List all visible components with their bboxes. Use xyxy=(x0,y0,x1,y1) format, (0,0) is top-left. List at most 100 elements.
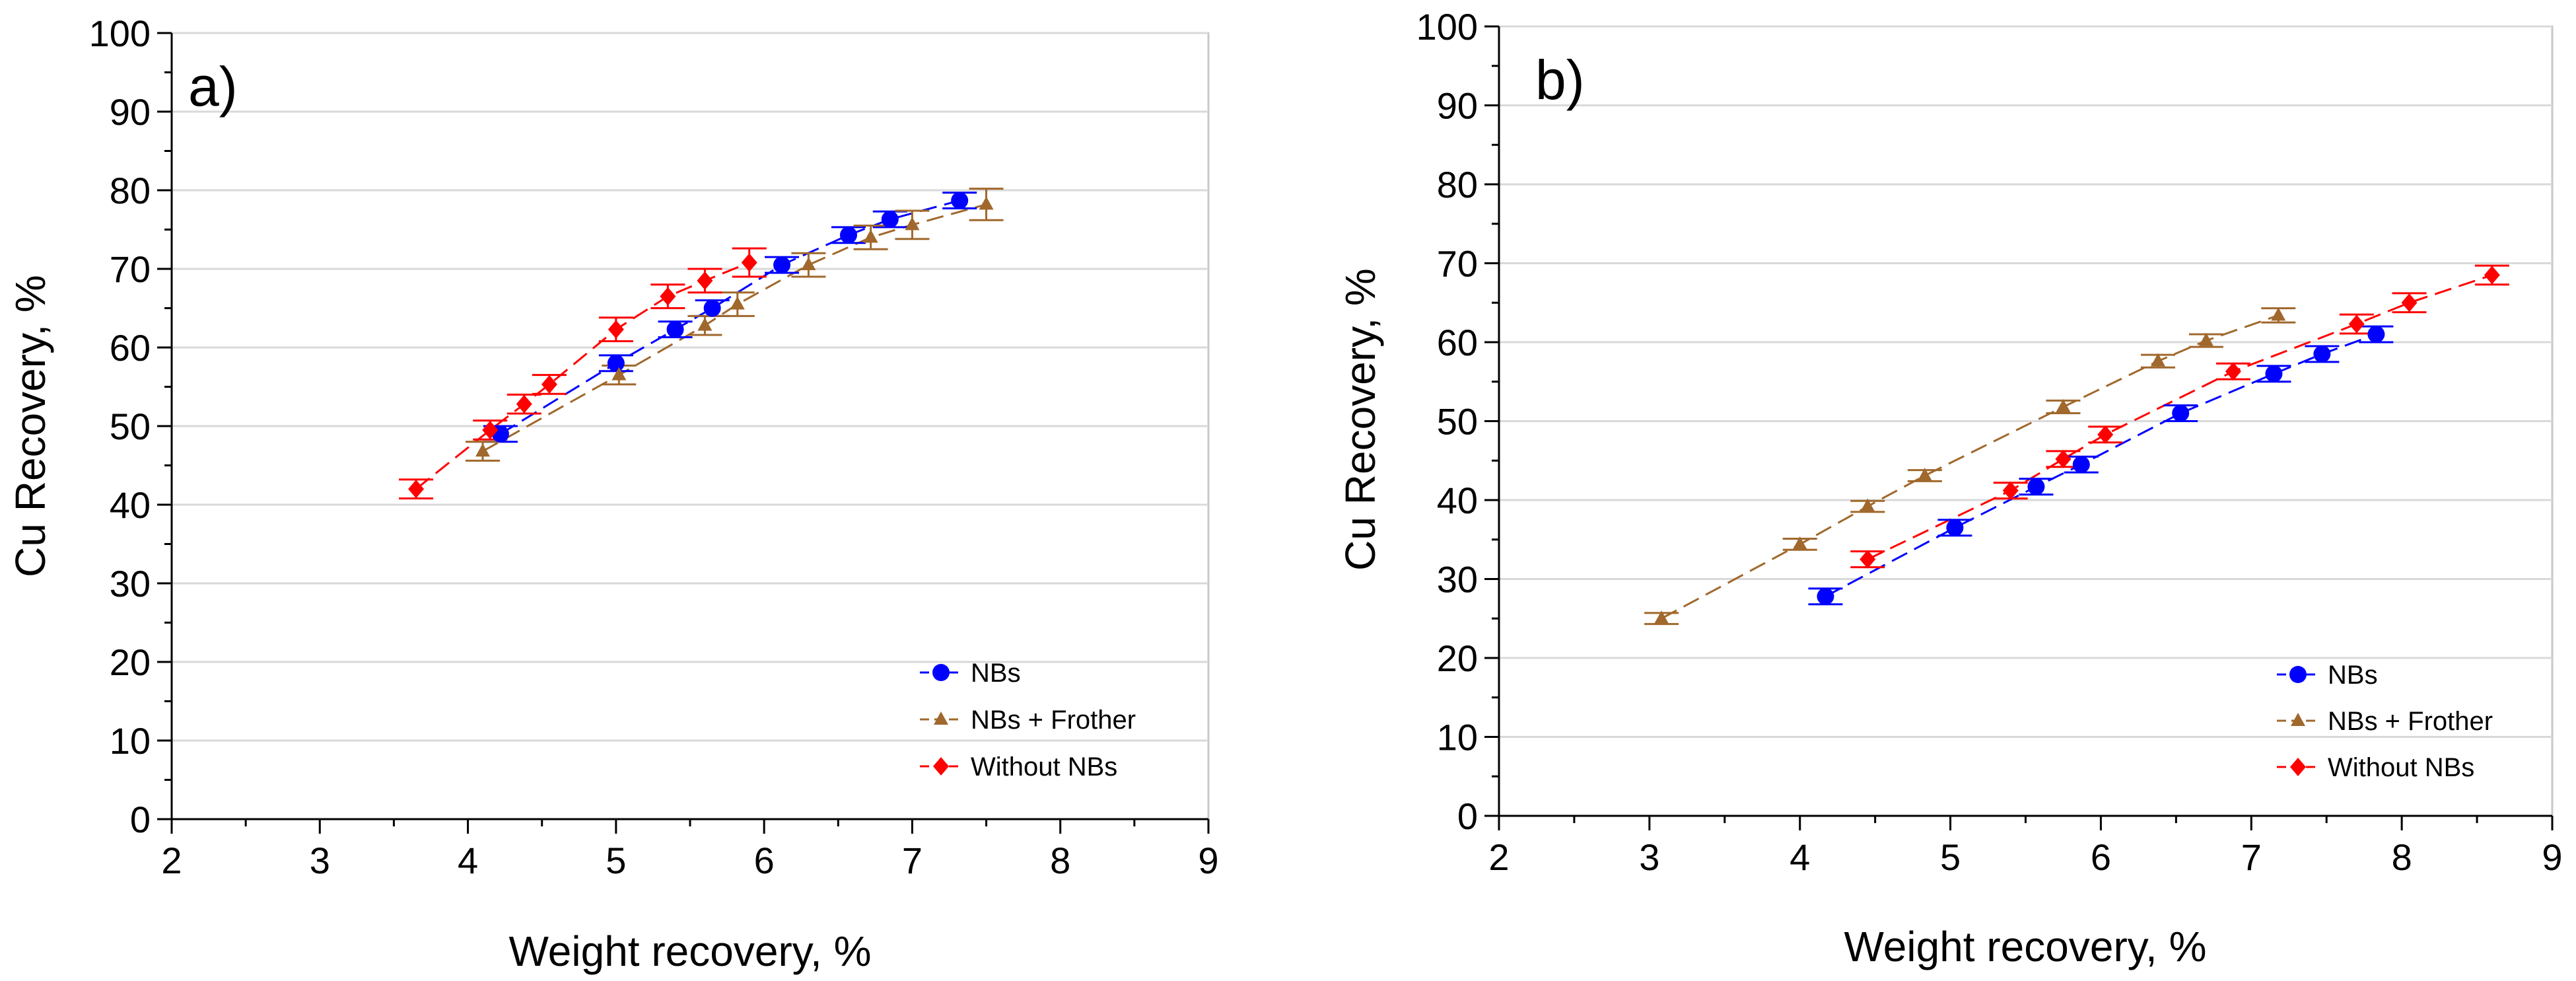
data-point xyxy=(2313,345,2331,363)
y-tick-label: 100 xyxy=(89,13,151,54)
data-point xyxy=(541,375,557,394)
data-point xyxy=(660,287,676,306)
y-tick-label: 70 xyxy=(1437,243,1478,285)
legend-label: Without NBs xyxy=(2328,753,2474,782)
y-tick-label: 40 xyxy=(110,484,151,526)
data-point xyxy=(703,299,721,317)
y-tick-label: 0 xyxy=(130,799,151,840)
tick-labels: 0 10 20 30 40 50 60 70 80 90 100 2 3 4 5 6 7 8 9 xyxy=(89,13,1219,881)
y-tick-label: 70 xyxy=(110,248,151,290)
x-tick-label: 7 xyxy=(902,840,922,881)
data-point xyxy=(1792,536,1807,550)
x-axis-title: Weight recovery, % xyxy=(509,927,872,975)
legend: NBs NBs + Frother Without NBs xyxy=(920,659,1136,781)
chart-panel-b: 0 10 20 30 40 50 60 70 80 90 100 2 3 4 5 6 7 8 9 NBs NBs + … xyxy=(1337,6,2563,970)
series-lines xyxy=(1661,274,2493,620)
legend-marker xyxy=(2289,666,2307,683)
tick-labels: 0 10 20 30 40 50 60 70 80 90 100 2 3 4 5 6 7 8 9 xyxy=(1416,6,2563,878)
data-point xyxy=(741,253,757,272)
data-point xyxy=(2198,332,2213,346)
legend-marker xyxy=(934,711,948,725)
y-axis-title: Cu Recovery, % xyxy=(7,275,54,577)
data-markers xyxy=(1654,266,2500,624)
data-point xyxy=(2172,404,2190,422)
data-point xyxy=(979,196,994,210)
legend-entry: Without NBs xyxy=(2277,753,2474,782)
y-tick-label: 10 xyxy=(110,720,151,762)
data-point xyxy=(905,217,920,231)
series-line-2 xyxy=(1867,274,2493,560)
data-point xyxy=(2271,307,2286,321)
legend-entry: NBs xyxy=(920,659,1021,688)
data-point xyxy=(607,354,625,372)
data-point xyxy=(608,320,624,339)
data-point xyxy=(666,320,684,338)
y-tick-label: 40 xyxy=(1437,480,1478,521)
y-tick-label: 20 xyxy=(1437,637,1478,679)
x-tick-label: 7 xyxy=(2241,836,2262,878)
series-line-1 xyxy=(1661,314,2279,620)
x-tick-label: 6 xyxy=(754,840,775,881)
y-tick-label: 0 xyxy=(1457,795,1478,837)
data-point xyxy=(801,257,816,271)
legend-entry: NBs + Frother xyxy=(920,706,1136,735)
legend-marker xyxy=(933,757,949,776)
y-tick-label: 100 xyxy=(1416,6,1478,48)
legend-label: NBs xyxy=(971,659,1021,688)
legend: NBs NBs + Frother Without NBs xyxy=(2277,661,2493,782)
grid-lines xyxy=(1499,25,2552,738)
x-tick-label: 9 xyxy=(1198,840,1218,881)
x-tick-label: 2 xyxy=(161,840,182,881)
panel-label: b) xyxy=(1535,49,1585,111)
data-point xyxy=(2002,481,2019,500)
data-point xyxy=(730,296,745,310)
y-tick-label: 30 xyxy=(1437,559,1478,600)
y-tick-label: 80 xyxy=(1437,164,1478,205)
data-point xyxy=(475,443,490,457)
x-tick-label: 4 xyxy=(1790,836,1810,878)
data-point xyxy=(697,317,713,331)
data-point xyxy=(2348,314,2365,334)
x-tick-label: 3 xyxy=(310,840,330,881)
y-tick-label: 10 xyxy=(1437,717,1478,758)
x-tick-label: 9 xyxy=(2542,836,2562,878)
data-point xyxy=(839,226,857,244)
data-point xyxy=(2056,398,2071,412)
x-tick-label: 2 xyxy=(1488,836,1509,878)
x-axis-title: Weight recovery, % xyxy=(1844,923,2207,970)
data-point xyxy=(2072,456,2090,474)
x-tick-label: 8 xyxy=(2392,836,2412,878)
data-point xyxy=(1654,610,1669,624)
data-point xyxy=(2151,353,2166,367)
data-point xyxy=(2367,326,2385,344)
y-tick-label: 50 xyxy=(110,406,151,447)
legend-entry: Without NBs xyxy=(920,752,1117,781)
y-tick-label: 60 xyxy=(110,327,151,369)
data-point xyxy=(2484,266,2500,285)
data-point xyxy=(773,256,791,274)
x-tick-label: 6 xyxy=(2091,836,2111,878)
legend-marker xyxy=(2290,758,2306,776)
y-tick-label: 50 xyxy=(1437,401,1478,443)
y-tick-label: 80 xyxy=(110,170,151,211)
y-tick-label: 30 xyxy=(110,563,151,604)
data-point xyxy=(1946,519,1964,536)
y-tick-label: 20 xyxy=(110,641,151,683)
x-tick-label: 8 xyxy=(1050,840,1070,881)
data-point xyxy=(863,229,878,243)
data-markers xyxy=(408,192,994,499)
series-line-0 xyxy=(1825,333,2377,598)
chart-panel-a: 0 10 20 30 40 50 60 70 80 90 100 2 3 4 5 6 7 8 9 NBs NBs + … xyxy=(7,13,1219,975)
x-tick-label: 5 xyxy=(606,840,626,881)
x-tick-label: 3 xyxy=(1639,836,1659,878)
panel-label: a) xyxy=(188,55,238,118)
grid-lines xyxy=(172,32,1208,742)
x-tick-label: 5 xyxy=(1940,836,1961,878)
axes xyxy=(1484,25,2554,830)
legend-label: NBs + Frother xyxy=(2328,707,2493,736)
legend-marker xyxy=(932,664,950,681)
data-point xyxy=(881,211,899,229)
data-point xyxy=(2097,425,2114,444)
y-tick-label: 90 xyxy=(110,91,151,133)
